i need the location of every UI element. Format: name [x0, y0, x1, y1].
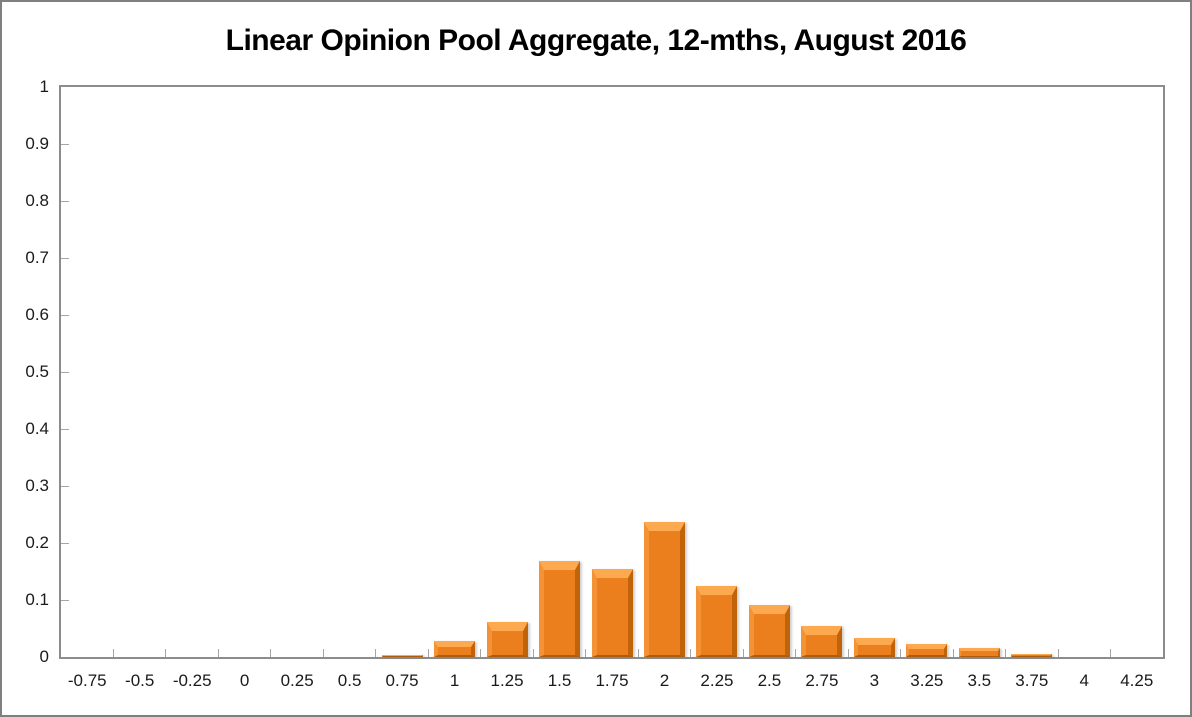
x-axis-tick — [480, 649, 482, 657]
bar-2.75 — [801, 626, 843, 657]
y-tick-label: 0.7 — [25, 248, 49, 267]
x-tick-label: 2.25 — [700, 671, 734, 690]
plot-area — [59, 85, 1165, 659]
x-axis-tick — [1057, 649, 1059, 657]
x-tick-label: 2 — [659, 671, 670, 690]
x-tick-label: 2.5 — [757, 671, 782, 690]
bar-1.25 — [486, 622, 528, 657]
x-axis-tick — [637, 649, 639, 657]
x-tick-label: -0.5 — [125, 671, 155, 690]
x-axis-tick — [795, 649, 797, 657]
chart-title: Linear Opinion Pool Aggregate, 12-mths, … — [225, 24, 967, 57]
y-axis-tick — [61, 428, 69, 430]
bar-1.75 — [591, 569, 633, 657]
y-axis-tick — [61, 599, 69, 601]
x-axis-tick — [847, 649, 849, 657]
x-axis-tick — [1110, 649, 1112, 657]
y-tick-label: 0.3 — [25, 476, 49, 495]
x-axis-tick — [532, 649, 534, 657]
y-tick-label: 0.9 — [25, 134, 49, 153]
x-tick-label: 3.5 — [967, 671, 992, 690]
x-tick-label: 0.25 — [280, 671, 314, 690]
x-axis-tick — [690, 649, 692, 657]
x-tick-label: 1.25 — [490, 671, 524, 690]
x-axis-tick — [585, 649, 587, 657]
x-tick-label: 0.75 — [385, 671, 419, 690]
x-tick-label: 4.25 — [1120, 671, 1154, 690]
x-tick-label: 3.25 — [910, 671, 944, 690]
bar-1 — [434, 641, 476, 657]
y-axis-tick — [61, 143, 69, 145]
x-tick-label: 1 — [449, 671, 460, 690]
bar-3 — [853, 638, 895, 657]
x-tick-label: 3.75 — [1015, 671, 1049, 690]
y-tick-label: 1 — [39, 77, 49, 96]
x-tick-label: 0 — [239, 671, 250, 690]
y-tick-label: 0.5 — [25, 362, 49, 381]
x-axis-tick — [1005, 649, 1007, 657]
bar-3.75 — [1011, 654, 1053, 657]
y-axis-tick — [61, 371, 69, 373]
y-axis-tick — [61, 200, 69, 202]
x-axis-tick — [900, 649, 902, 657]
x-tick-label: 4 — [1079, 671, 1090, 690]
x-tick-label: -0.25 — [172, 671, 212, 690]
bar-0.75 — [381, 655, 423, 657]
y-axis-tick — [61, 542, 69, 544]
x-axis-tick — [427, 649, 429, 657]
y-tick-label: 0 — [39, 647, 49, 666]
x-axis-tick — [270, 649, 272, 657]
y-axis-tick — [61, 257, 69, 259]
x-axis-tick — [742, 649, 744, 657]
x-tick-label: 1.75 — [595, 671, 629, 690]
x-tick-label: 2.75 — [805, 671, 839, 690]
x-tick-label: 3 — [869, 671, 880, 690]
x-axis-tick — [112, 649, 114, 657]
y-tick-label: 0.8 — [25, 191, 49, 210]
bar-2 — [643, 522, 685, 657]
x-axis-tick — [322, 649, 324, 657]
x-axis-tick — [375, 649, 377, 657]
x-axis-tick — [217, 649, 219, 657]
y-axis-tick — [61, 314, 69, 316]
bar-3.25 — [906, 644, 948, 657]
x-axis-tick — [952, 649, 954, 657]
y-tick-label: 0.4 — [25, 419, 49, 438]
x-tick-label: 0.5 — [337, 671, 362, 690]
bar-1.5 — [539, 561, 581, 657]
bar-2.5 — [748, 605, 790, 657]
bar-3.5 — [958, 648, 1000, 657]
x-axis-tick — [165, 649, 167, 657]
y-tick-label: 0.6 — [25, 305, 49, 324]
bar-2.25 — [696, 586, 738, 657]
y-axis-tick — [61, 485, 69, 487]
x-tick-label: 1.5 — [547, 671, 572, 690]
y-tick-label: 0.2 — [25, 533, 49, 552]
y-tick-label: 0.1 — [25, 590, 49, 609]
x-tick-label: -0.75 — [67, 671, 107, 690]
